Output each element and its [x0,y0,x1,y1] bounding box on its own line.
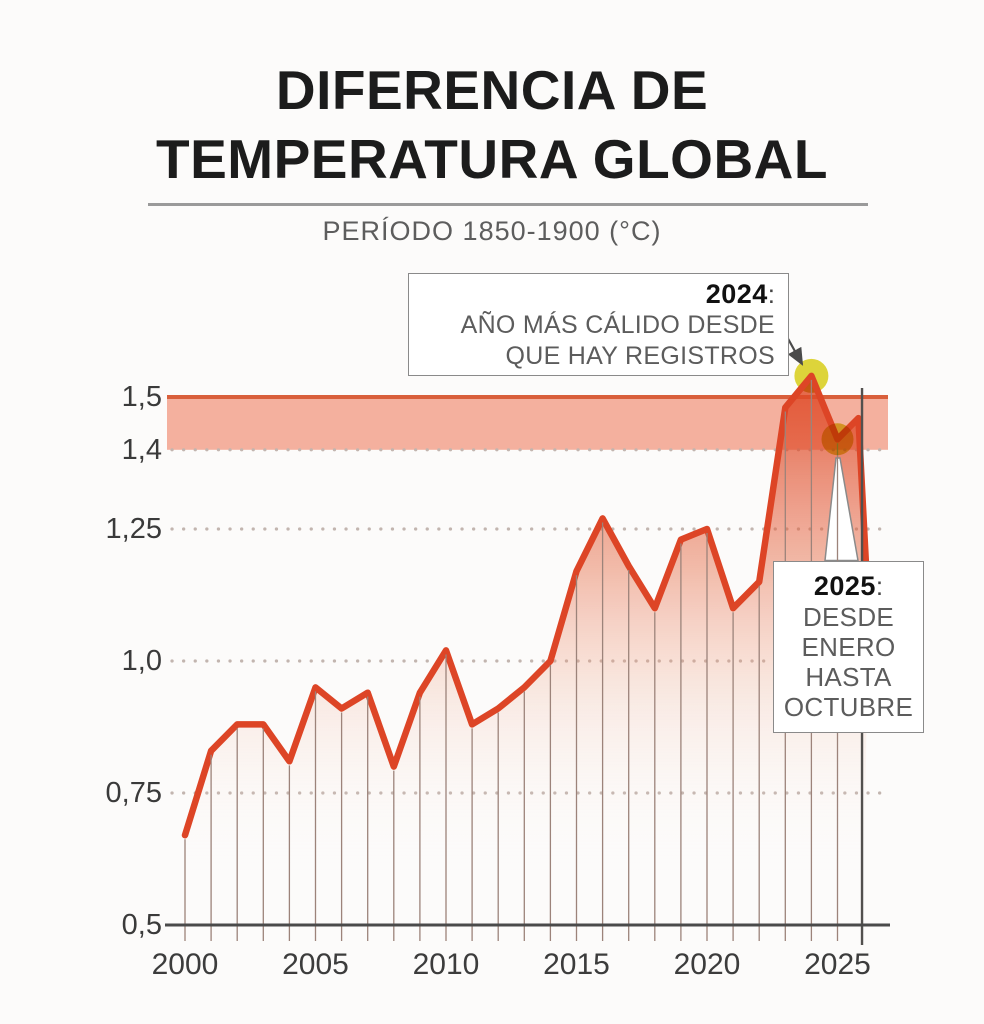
callout-2025-pointer [824,457,859,562]
annotation-2025-text-4: OCTUBRE [783,692,914,722]
annotation-2025-text-3: HASTA [805,662,892,692]
chart-subtitle: PERÍODO 1850-1900 (°C) [322,216,662,246]
area-fill [185,375,868,925]
annotation-2025-colon: : [875,571,884,601]
y-tick-1.4: 1,4 [121,433,162,466]
title-block: DIFERENCIA DE TEMPERATURA GLOBAL [0,56,984,194]
annotation-2024-text-1: AÑO MÁS CÁLIDO DESDE [460,311,775,339]
annotation-2025-box: 2025: DESDE ENERO HASTA OCTUBRE [773,561,924,733]
y-tick-0.5: 0,5 [121,909,162,941]
annotation-2025-year: 2025 [813,571,876,601]
x-tick-2015: 2015 [543,948,610,981]
annotation-2024-year: 2024 [705,279,768,309]
marker-2025 [821,423,854,456]
annotation-2025-text-2: ENERO [801,632,896,662]
x-tick-2005: 2005 [282,948,349,981]
x-tick-2010: 2010 [412,948,480,981]
y-tick-1.5: 1,5 [121,381,162,413]
annotation-2025-text-1: DESDE [802,602,895,632]
annotation-2024-colon: : [767,279,775,309]
page-title-line1: DIFERENCIA DE [275,59,709,121]
annotation-2024-text-2: QUE HAY REGISTROS [505,342,775,370]
x-tick-2000: 2000 [151,948,219,981]
temperature-line [181,372,872,839]
x-tick-2020: 2020 [673,948,741,981]
band-1p4-1p5 [167,397,888,450]
y-tick-1.25: 1,25 [105,513,162,545]
y-tick-0.75: 0,75 [105,777,162,809]
title-divider [148,203,868,206]
x-tick-2025: 2025 [804,948,871,981]
annotation-2025-year-line: 2025: [774,571,923,602]
annotation-2024-year-line: 2024: [409,279,775,310]
page-title-line2: TEMPERATURA GLOBAL [155,128,828,190]
y-tick-1: 1,0 [121,645,162,677]
annotation-2024-box: 2024: AÑO MÁS CÁLIDO DESDE QUE HAY REGIS… [408,273,789,376]
